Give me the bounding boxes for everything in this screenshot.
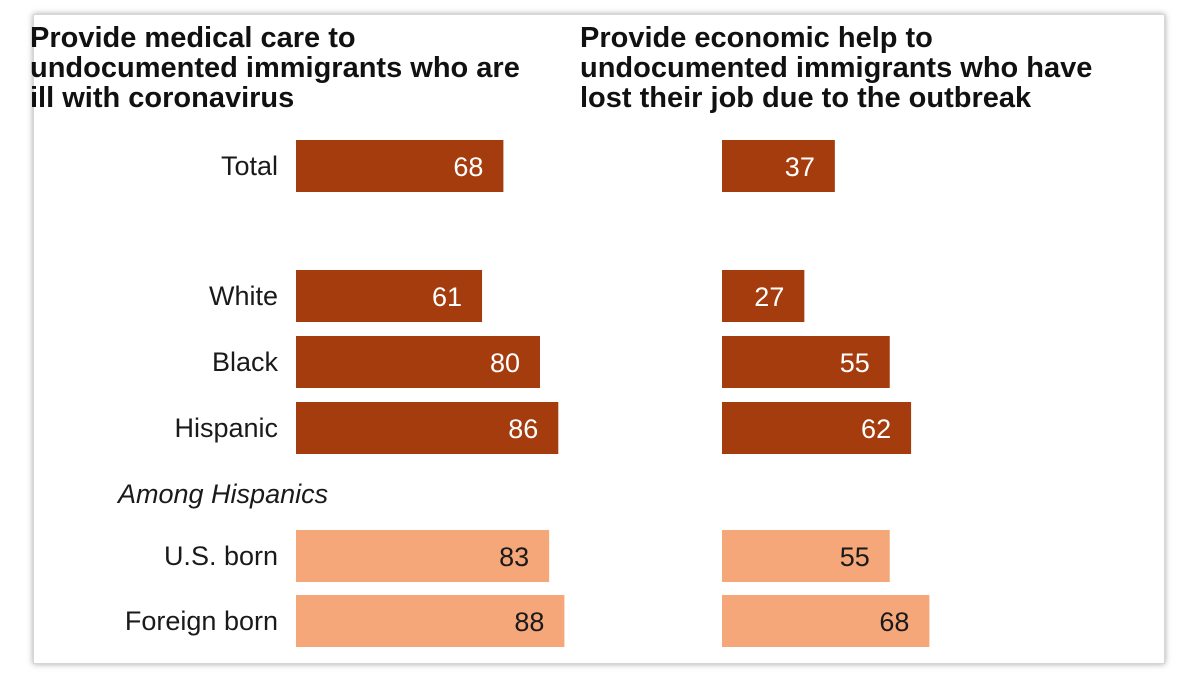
chart-card bbox=[33, 14, 1165, 664]
value-label-panel1-black: 80 bbox=[490, 348, 520, 378]
row-label-hispanic: Hispanic bbox=[174, 413, 278, 443]
group-label-among-hispanics: Among Hispanics bbox=[116, 479, 328, 509]
panel-title-economic-help: Provide economic help to undocumented im… bbox=[580, 22, 1093, 114]
bar-panel1-foreign-born bbox=[296, 595, 565, 647]
bar-panel1-black bbox=[296, 336, 540, 388]
value-label-panel2-u-s-born: 55 bbox=[840, 542, 870, 572]
bar-panel1-total bbox=[296, 140, 504, 192]
row-label-u-s-born: U.S. born bbox=[164, 541, 278, 571]
value-label-panel2-hispanic: 62 bbox=[861, 414, 891, 444]
value-label-panel2-white: 27 bbox=[754, 282, 784, 312]
row-label-black: Black bbox=[212, 347, 279, 377]
bar-panel1-white bbox=[296, 270, 483, 322]
value-label-panel1-foreign-born: 88 bbox=[514, 607, 544, 637]
bar-panel1-hispanic bbox=[296, 402, 559, 454]
bar-panel2-white bbox=[722, 270, 805, 322]
value-label-panel1-hispanic: 86 bbox=[508, 414, 538, 444]
value-label-panel2-black: 55 bbox=[840, 348, 870, 378]
panel-title-medical-care: Provide medical care to undocumented imm… bbox=[30, 22, 520, 114]
bar-panel2-black bbox=[722, 336, 890, 388]
value-label-panel1-white: 61 bbox=[432, 282, 462, 312]
value-label-panel2-foreign-born: 68 bbox=[879, 607, 909, 637]
bar-panel1-u-s-born bbox=[296, 530, 550, 582]
row-label-foreign-born: Foreign born bbox=[125, 606, 278, 636]
row-label-white: White bbox=[209, 281, 278, 311]
value-label-panel1-total: 68 bbox=[453, 152, 483, 182]
bar-panel2-u-s-born bbox=[722, 530, 890, 582]
bar-panel2-hispanic bbox=[722, 402, 912, 454]
value-label-panel2-total: 37 bbox=[785, 152, 815, 182]
value-label-panel1-u-s-born: 83 bbox=[499, 542, 529, 572]
bar-panel2-foreign-born bbox=[722, 595, 930, 647]
row-label-total: Total bbox=[221, 151, 278, 181]
bar-panel2-total bbox=[722, 140, 835, 192]
